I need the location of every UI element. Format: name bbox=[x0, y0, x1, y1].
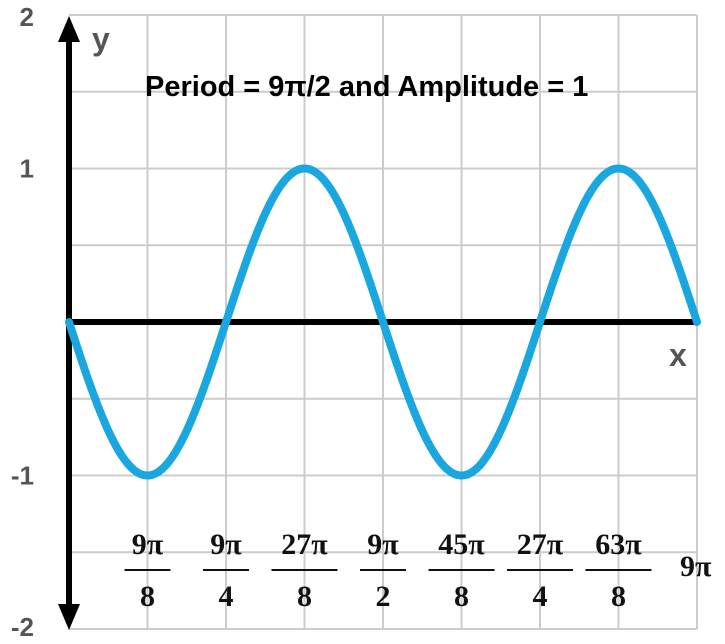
x-tick-numerator: 9π bbox=[367, 528, 399, 561]
y-axis-arrow-up bbox=[58, 16, 80, 42]
x-tick-denominator: 4 bbox=[533, 580, 548, 613]
y-tick-label: 2 bbox=[20, 2, 34, 32]
x-tick-label: 9π 2 bbox=[360, 528, 406, 613]
labels: Period = 9π/2 and Amplitude = 1 y x 9π 2… bbox=[11, 2, 712, 642]
sine-curve bbox=[65, 164, 701, 480]
x-axis-label: x bbox=[669, 337, 687, 373]
x-tick-numerator: 27π bbox=[517, 528, 564, 561]
chart-title: Period = 9π/2 and Amplitude = 1 bbox=[145, 71, 588, 103]
x-tick-numerator: 45π bbox=[438, 528, 485, 561]
x-tick-numerator: 63π bbox=[595, 528, 642, 561]
x-tick-numerator: 9π bbox=[210, 528, 242, 561]
x-tick-label: 27π 8 bbox=[271, 528, 338, 613]
y-axis-label: y bbox=[92, 21, 110, 57]
x-tick-denominator: 4 bbox=[219, 580, 234, 613]
y-tick-label: -2 bbox=[11, 612, 34, 642]
x-tick-denominator: 8 bbox=[454, 580, 469, 613]
x-tick-label: 27π 4 bbox=[507, 528, 573, 613]
x-tick-numerator: 9π bbox=[132, 528, 164, 561]
y-tick-label: 1 bbox=[20, 154, 34, 184]
x-tick-denominator: 8 bbox=[297, 580, 312, 613]
x-tick-label: 63π 8 bbox=[585, 528, 652, 613]
x-tick-label: 9π 8 bbox=[124, 528, 171, 613]
y-axis-arrow-down bbox=[58, 604, 80, 630]
x-tick-denominator: 8 bbox=[140, 580, 155, 613]
x-tick-denominator: 2 bbox=[376, 580, 391, 613]
x-end-label: 9π bbox=[680, 550, 712, 583]
curve-layer bbox=[65, 164, 701, 480]
x-tick-label: 9π 4 bbox=[203, 528, 249, 613]
y-tick-label: -1 bbox=[11, 461, 34, 491]
x-tick-label: 45π 8 bbox=[428, 528, 495, 613]
x-tick-numerator: 27π bbox=[281, 528, 328, 561]
x-tick-denominator: 8 bbox=[611, 580, 626, 613]
